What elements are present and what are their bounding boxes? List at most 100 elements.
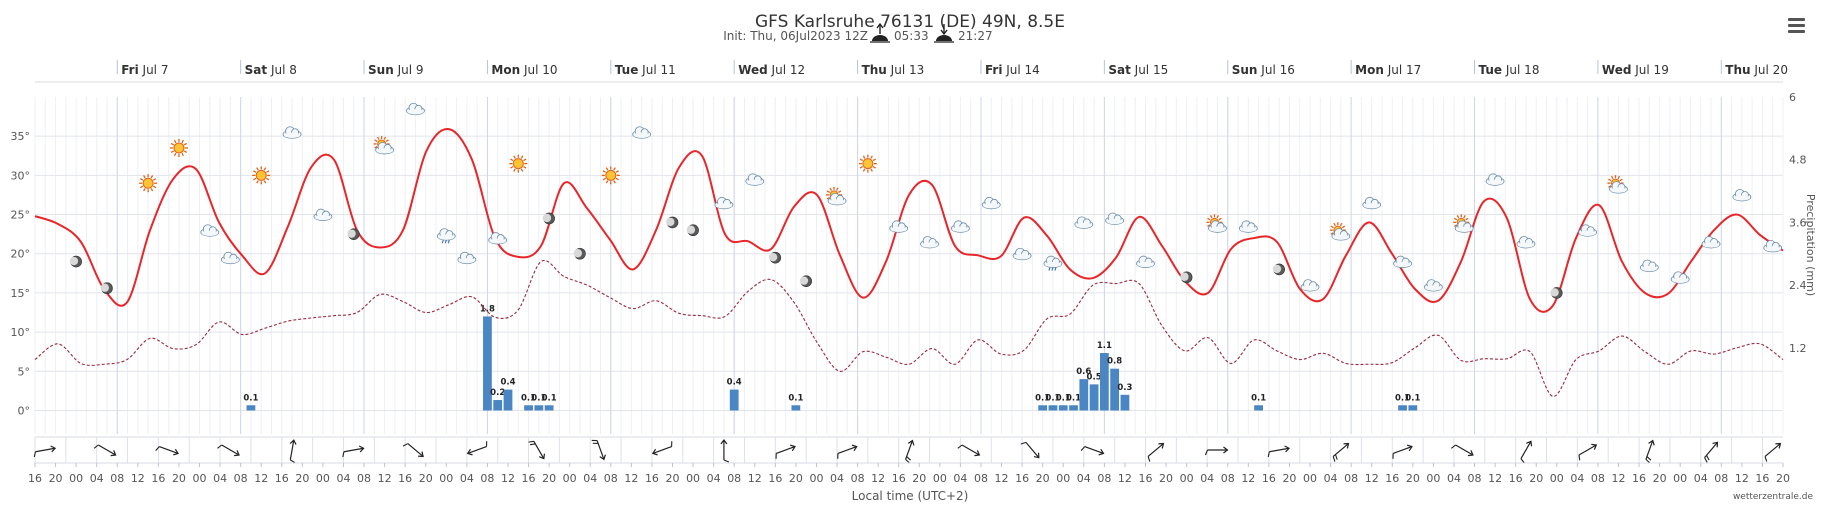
precip-bar	[1398, 405, 1407, 411]
precip-bar	[534, 405, 544, 411]
day-label: Fri Jul 14	[985, 63, 1040, 77]
cloud-icon	[1485, 173, 1505, 186]
day-label: Thu Jul 13	[862, 63, 925, 77]
day-date: Jul 13	[887, 63, 924, 77]
temperature-line	[34, 128, 1784, 313]
precip-bar	[1038, 405, 1048, 411]
x-tick-label: 12	[871, 472, 885, 485]
day-label: Thu Jul 20	[1725, 63, 1788, 77]
x-tick-label: 04	[90, 472, 104, 485]
x-tick-label: 12	[1735, 472, 1749, 485]
x-tick-label: 00	[316, 472, 330, 485]
day-name: Fri	[121, 63, 138, 77]
x-tick-label: 16	[1509, 472, 1523, 485]
day-name: Sun	[1232, 63, 1258, 77]
precip-bar	[1079, 379, 1089, 411]
day-date: Jul 18	[1502, 63, 1539, 77]
day-labels: Fri Jul 7 Sat Jul 8 Sun Jul 9 Mon Jul 10 Tue…	[35, 60, 1788, 83]
sun-icon	[509, 154, 528, 173]
x-tick-label: 00	[1303, 472, 1317, 485]
precip-label: 0.1	[1056, 393, 1071, 403]
cloud-icon	[745, 173, 765, 186]
credit-text: wetterzentrale.de	[1733, 492, 1814, 502]
moon-icon	[666, 216, 679, 229]
day-date: Jul 16	[1257, 63, 1294, 77]
cloud-icon	[1362, 196, 1382, 210]
x-tick-label: 20	[419, 472, 433, 485]
precip-bar	[524, 405, 533, 411]
wind-arrow-icon	[905, 439, 915, 464]
x-tick-label: 04	[707, 472, 721, 485]
precip-label: 0.1	[1035, 393, 1050, 403]
cloud-icon	[488, 232, 508, 245]
moon-icon	[686, 224, 699, 237]
hamburger-menu-icon[interactable]	[1788, 18, 1805, 33]
day-label: Wed Jul 12	[738, 63, 805, 77]
x-tick-label: 20	[1159, 472, 1173, 485]
wind-arrow-icon	[1147, 442, 1165, 462]
cloud-icon	[220, 251, 240, 265]
day-date: Jul 15	[1131, 63, 1168, 77]
y-left-tick-label: 0°	[18, 404, 31, 417]
x-tick-label: 16	[151, 472, 165, 485]
precip-label: 0.1	[1395, 393, 1410, 403]
cloud-icon	[1105, 212, 1125, 225]
wind-arrow-icon	[155, 446, 180, 456]
x-tick-label: 16	[28, 472, 42, 485]
x-tick-label: 20	[49, 472, 63, 485]
day-name: Thu	[1725, 63, 1750, 77]
x-tick-label: 00	[439, 472, 453, 485]
partly-icon	[1329, 222, 1351, 241]
wind-arrow-icon	[33, 445, 57, 458]
x-tick-label: 12	[748, 472, 762, 485]
y-left-tick-label: 30°	[11, 169, 31, 182]
partly-icon	[1453, 214, 1474, 233]
partly-icon	[826, 186, 847, 206]
day-date: Jul 11	[638, 63, 675, 77]
wind-arrow-icon	[402, 443, 424, 458]
wind-arrows	[33, 436, 1783, 464]
precip-label: 0.1	[1405, 393, 1420, 403]
precip-bar	[1120, 394, 1130, 411]
x-tick-label: 04	[1570, 472, 1584, 485]
x-tick-label: 08	[480, 472, 494, 485]
x-tick-label: 16	[1262, 472, 1276, 485]
precip-bar	[1089, 384, 1099, 411]
init-time: Init: Thu, 06Jul2023 12Z	[723, 29, 868, 43]
wind-arrow-icon	[1578, 443, 1598, 461]
x-tick-label: 20	[1653, 472, 1667, 485]
x-tick-label: 20	[1406, 472, 1420, 485]
x-tick-label: 04	[1077, 472, 1091, 485]
wind-arrow-icon	[1451, 444, 1474, 457]
day-label: Fri Jul 7	[121, 63, 168, 77]
wind-arrow-icon	[651, 441, 673, 456]
y-right-tick-label: 3.6	[1789, 216, 1807, 229]
series-lines	[34, 128, 1784, 397]
x-tick-label: 04	[460, 472, 474, 485]
x-tick-label: 12	[995, 472, 1009, 485]
day-name: Wed	[1602, 63, 1632, 77]
day-name: Thu	[862, 63, 887, 77]
partly-icon	[1206, 214, 1227, 233]
sunset-time: 21:27	[958, 29, 993, 43]
chart-subtitle: Init: Thu, 06Jul2023 12Z 05:33 21:27	[723, 22, 993, 43]
precip-bar	[1110, 368, 1120, 411]
x-tick-label: 04	[1200, 472, 1214, 485]
y-left-tick-label: 35°	[11, 130, 31, 143]
precip-label: 0.1	[521, 393, 536, 403]
precip-bar	[1099, 353, 1109, 411]
y-left-tick-label: 15°	[11, 287, 31, 300]
x-tick-label: 04	[583, 472, 597, 485]
y-left-tick-label: 20°	[11, 248, 31, 261]
x-tick-label: 00	[686, 472, 700, 485]
y-left-tick-label: 25°	[11, 209, 31, 222]
x-tick-label: 04	[830, 472, 844, 485]
day-label: Tue Jul 11	[615, 63, 676, 77]
sunrise-icon	[870, 22, 890, 43]
x-tick-label: 16	[892, 472, 906, 485]
x-tick-label: 12	[624, 472, 638, 485]
x-tick-label: 16	[768, 472, 782, 485]
cloud-icon	[951, 220, 970, 233]
day-name: Sun	[368, 63, 394, 77]
moon-icon	[69, 255, 82, 268]
